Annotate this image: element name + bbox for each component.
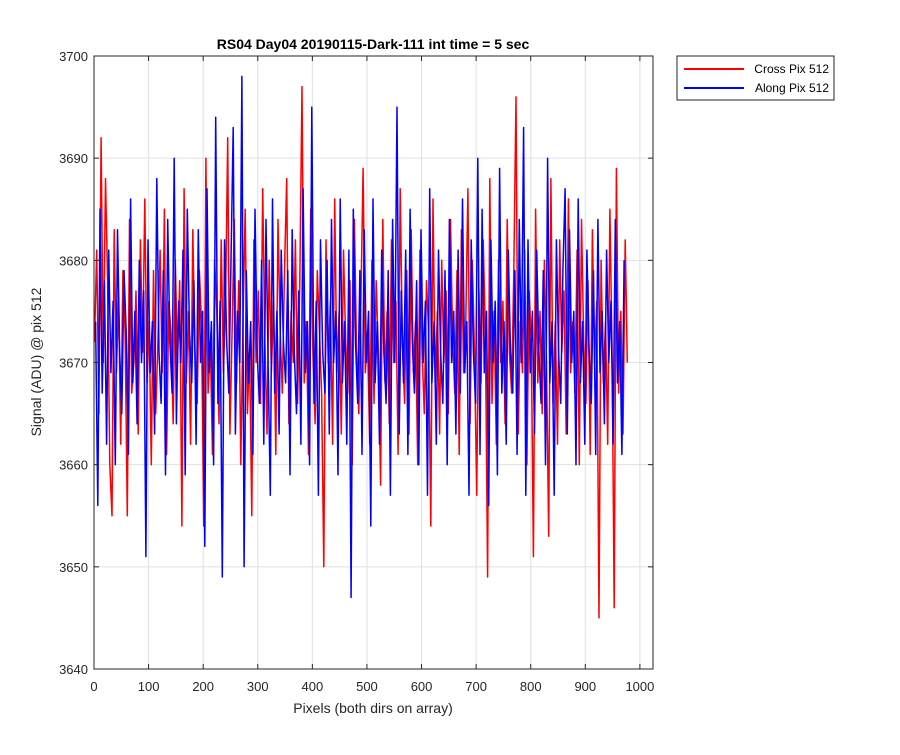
y-tick-label: 3650 xyxy=(59,560,88,575)
legend-label-cross: Cross Pix 512 xyxy=(754,62,829,76)
legend-label-along: Along Pix 512 xyxy=(755,81,829,95)
y-tick-label: 3700 xyxy=(59,49,88,64)
y-tick-label: 3640 xyxy=(59,662,88,677)
legend: Cross Pix 512 Along Pix 512 xyxy=(676,55,835,101)
legend-box xyxy=(676,55,835,101)
x-tick-label: 100 xyxy=(138,679,160,694)
x-tick-label: 1000 xyxy=(625,679,654,694)
y-tick-label: 3660 xyxy=(59,458,88,473)
x-axis-title: Pixels (both dirs on array) xyxy=(293,700,453,716)
x-tick-label: 800 xyxy=(520,679,542,694)
y-axis-title: Signal (ADU) @ pix 512 xyxy=(28,287,44,436)
series-line-along-pix-512 xyxy=(94,75,625,599)
x-tick-label: 0 xyxy=(90,679,97,694)
axis-ticks: 0 100 200 300 400 500 600 700 800 900 1000 3640 3650… xyxy=(59,49,654,694)
x-tick-label: 200 xyxy=(192,679,214,694)
y-tick-label: 3690 xyxy=(59,151,88,166)
y-tick-label: 3670 xyxy=(59,356,88,371)
chart-title: RS04 Day04 20190115-Dark-111 int time = … xyxy=(217,36,530,52)
x-tick-label: 400 xyxy=(302,679,324,694)
x-tick-label: 700 xyxy=(465,679,487,694)
series-group xyxy=(93,75,629,619)
x-tick-label: 300 xyxy=(247,679,269,694)
y-tick-label: 3680 xyxy=(59,253,88,268)
x-tick-label: 900 xyxy=(574,679,596,694)
x-tick-label: 500 xyxy=(356,679,378,694)
x-tick-label: 600 xyxy=(411,679,433,694)
